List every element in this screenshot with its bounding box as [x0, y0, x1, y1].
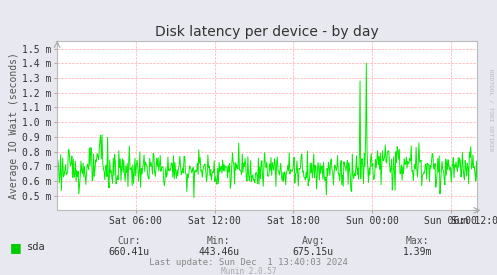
Text: Avg:: Avg: — [301, 236, 325, 246]
Text: Cur:: Cur: — [117, 236, 141, 246]
Text: Min:: Min: — [207, 236, 231, 246]
Text: ■: ■ — [10, 241, 22, 254]
Text: RRDTOOL / TOBI OETIKER: RRDTOOL / TOBI OETIKER — [489, 69, 494, 151]
Text: 1.39m: 1.39m — [403, 248, 432, 257]
Text: sda: sda — [27, 243, 46, 252]
Text: 675.15u: 675.15u — [293, 248, 333, 257]
Title: Disk latency per device - by day: Disk latency per device - by day — [155, 25, 379, 39]
Text: Munin 2.0.57: Munin 2.0.57 — [221, 267, 276, 275]
Text: Max:: Max: — [406, 236, 429, 246]
Text: 660.41u: 660.41u — [109, 248, 150, 257]
Text: Last update: Sun Dec  1 13:40:03 2024: Last update: Sun Dec 1 13:40:03 2024 — [149, 258, 348, 267]
Text: 443.46u: 443.46u — [198, 248, 239, 257]
Y-axis label: Average IO Wait (seconds): Average IO Wait (seconds) — [9, 52, 19, 199]
